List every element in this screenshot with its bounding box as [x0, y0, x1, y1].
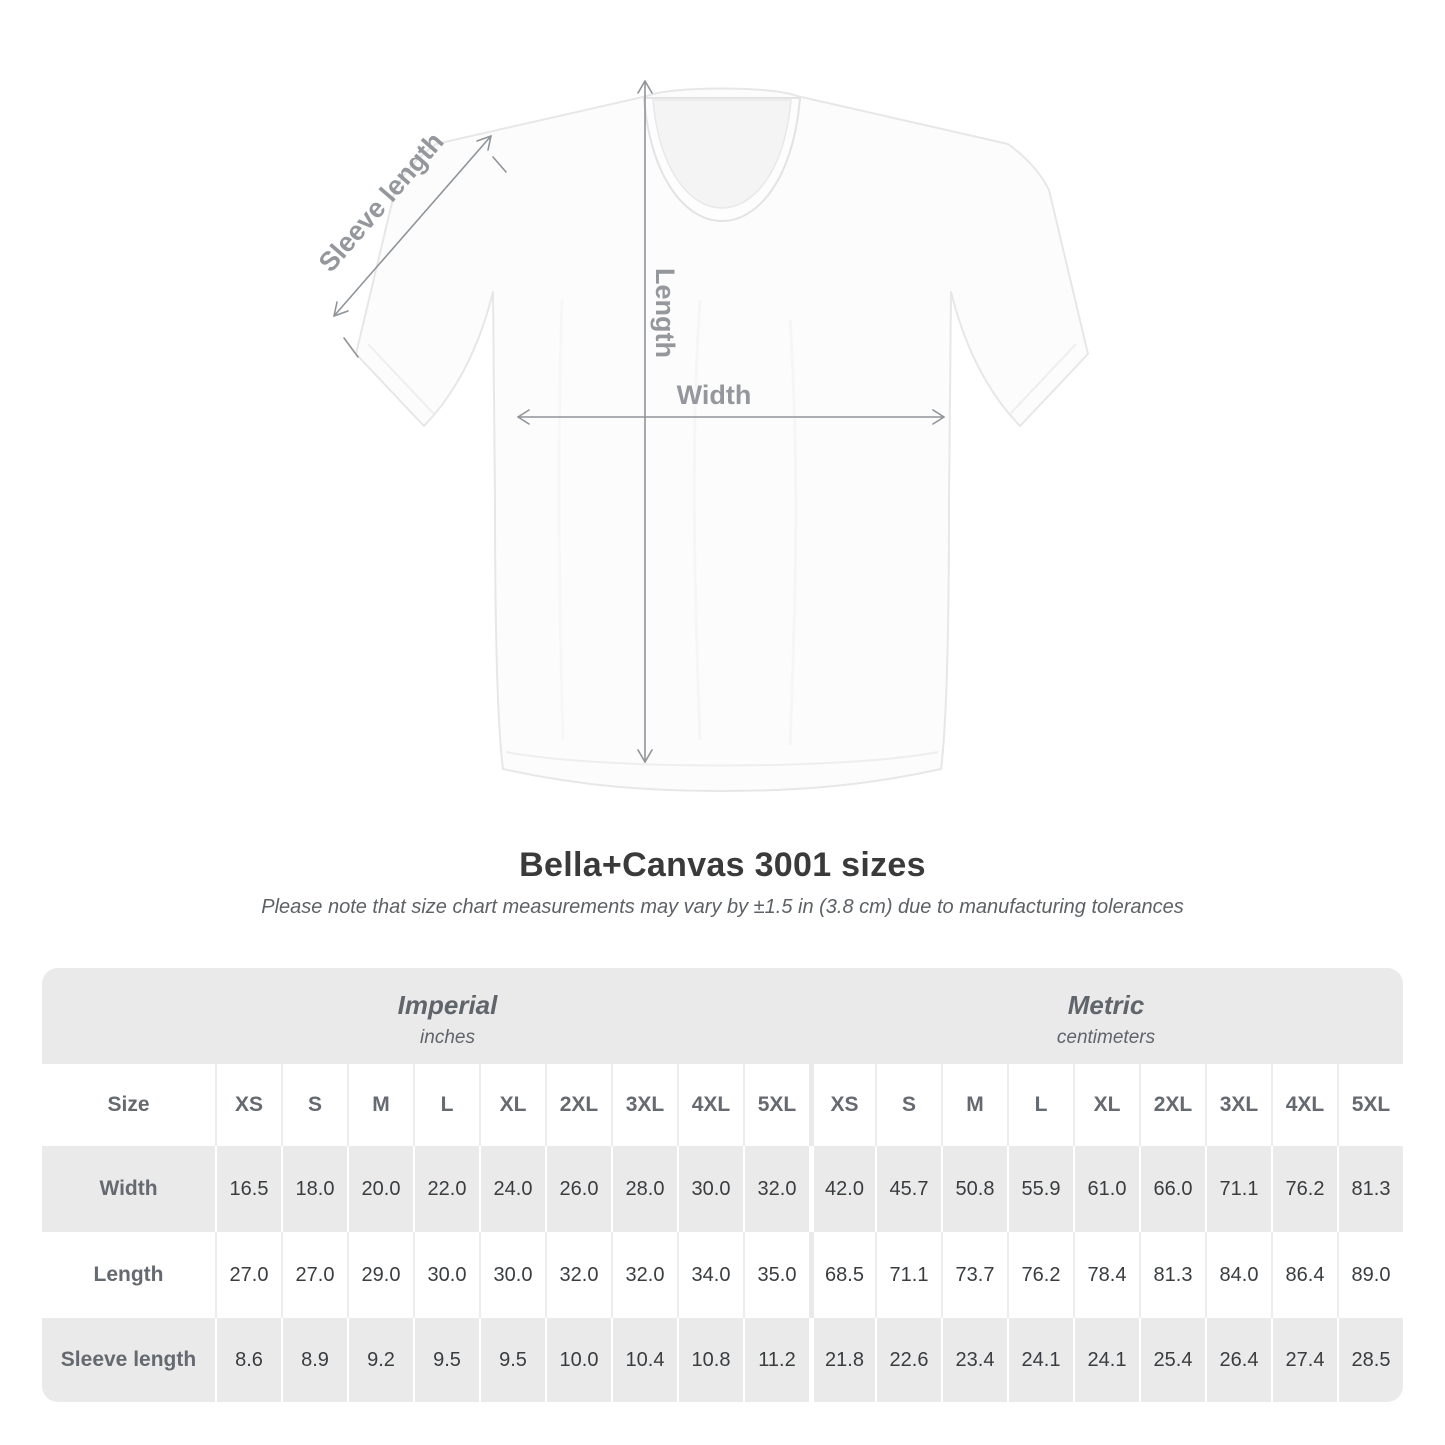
metric-group-header: Metric centimeters: [809, 968, 1403, 1064]
size-row-header: Size: [42, 1064, 215, 1146]
tshirt-image: [355, 87, 1089, 792]
value-cell: 89.0: [1337, 1232, 1403, 1318]
table-row-sleeve-length: Sleeve length 8.6 8.9 9.2 9.5 9.5 10.0 1…: [42, 1318, 1403, 1402]
value-cell: 73.7: [941, 1232, 1007, 1318]
table-row-width: Width 16.5 18.0 20.0 22.0 24.0 26.0 28.0…: [42, 1146, 1403, 1232]
size-col-header: 3XL: [611, 1064, 677, 1146]
table-row-length: Length 27.0 27.0 29.0 30.0 30.0 32.0 32.…: [42, 1232, 1403, 1318]
length-label: Length: [650, 268, 680, 358]
size-col-header: XL: [479, 1064, 545, 1146]
metric-unit: centimeters: [1056, 1026, 1156, 1048]
size-header-row: Size XS S M L XL 2XL 3XL 4XL 5XL XS S M …: [42, 1064, 1403, 1146]
value-cell: 32.0: [611, 1232, 677, 1318]
value-cell: 81.3: [1139, 1232, 1205, 1318]
value-cell: 30.0: [413, 1232, 479, 1318]
length-arrow: [637, 80, 653, 763]
row-label: Width: [42, 1146, 215, 1232]
size-col-header: M: [941, 1064, 1007, 1146]
tshirt-measurement-diagram: Sleeve length Length Width: [313, 80, 1089, 792]
value-cell: 9.5: [413, 1318, 479, 1402]
value-cell: 18.0: [281, 1146, 347, 1232]
value-cell: 68.5: [809, 1232, 875, 1318]
value-cell: 35.0: [743, 1232, 809, 1318]
value-cell: 76.2: [1271, 1146, 1337, 1232]
value-cell: 86.4: [1271, 1232, 1337, 1318]
size-col-header: 3XL: [1205, 1064, 1271, 1146]
size-col-header: XS: [809, 1064, 875, 1146]
size-col-header: M: [347, 1064, 413, 1146]
value-cell: 9.5: [479, 1318, 545, 1402]
value-cell: 10.4: [611, 1318, 677, 1402]
value-cell: 21.8: [809, 1318, 875, 1402]
width-label: Width: [677, 380, 752, 410]
unit-group-row: Imperial inches Metric centimeters: [42, 968, 1403, 1064]
size-col-header: 2XL: [1139, 1064, 1205, 1146]
value-cell: 24.0: [479, 1146, 545, 1232]
value-cell: 24.1: [1073, 1318, 1139, 1402]
value-cell: 27.0: [281, 1232, 347, 1318]
value-cell: 34.0: [677, 1232, 743, 1318]
value-cell: 16.5: [215, 1146, 281, 1232]
size-col-header: S: [281, 1064, 347, 1146]
value-cell: 66.0: [1139, 1146, 1205, 1232]
value-cell: 27.4: [1271, 1318, 1337, 1402]
size-col-header: 5XL: [743, 1064, 809, 1146]
size-col-header: XL: [1073, 1064, 1139, 1146]
size-col-header: 5XL: [1337, 1064, 1403, 1146]
value-cell: 27.0: [215, 1232, 281, 1318]
value-cell: 28.0: [611, 1146, 677, 1232]
size-col-header: 4XL: [1271, 1064, 1337, 1146]
value-cell: 45.7: [875, 1146, 941, 1232]
sleeve-length-arrow: [333, 135, 507, 358]
value-cell: 78.4: [1073, 1232, 1139, 1318]
size-chart-table: Imperial inches Metric centimeters Size …: [42, 968, 1403, 1402]
size-col-header: XS: [215, 1064, 281, 1146]
value-cell: 24.1: [1007, 1318, 1073, 1402]
imperial-group-header: Imperial inches: [42, 968, 809, 1064]
value-cell: 9.2: [347, 1318, 413, 1402]
value-cell: 42.0: [809, 1146, 875, 1232]
width-arrow: [517, 409, 945, 425]
value-cell: 10.0: [545, 1318, 611, 1402]
value-cell: 84.0: [1205, 1232, 1271, 1318]
value-cell: 23.4: [941, 1318, 1007, 1402]
value-cell: 10.8: [677, 1318, 743, 1402]
value-cell: 32.0: [743, 1146, 809, 1232]
metric-label: Metric: [1067, 990, 1145, 1021]
value-cell: 26.4: [1205, 1318, 1271, 1402]
row-label: Sleeve length: [42, 1318, 215, 1402]
size-col-header: L: [413, 1064, 479, 1146]
value-cell: 11.2: [743, 1318, 809, 1402]
value-cell: 55.9: [1007, 1146, 1073, 1232]
value-cell: 61.0: [1073, 1146, 1139, 1232]
value-cell: 81.3: [1337, 1146, 1403, 1232]
value-cell: 30.0: [479, 1232, 545, 1318]
imperial-label: Imperial: [397, 990, 498, 1021]
value-cell: 22.6: [875, 1318, 941, 1402]
value-cell: 28.5: [1337, 1318, 1403, 1402]
value-cell: 8.9: [281, 1318, 347, 1402]
value-cell: 76.2: [1007, 1232, 1073, 1318]
value-cell: 30.0: [677, 1146, 743, 1232]
collar-inner: [652, 99, 792, 209]
imperial-unit: inches: [420, 1026, 475, 1048]
size-col-header: S: [875, 1064, 941, 1146]
tolerance-note: Please note that size chart measurements…: [261, 896, 1184, 918]
value-cell: 29.0: [347, 1232, 413, 1318]
value-cell: 20.0: [347, 1146, 413, 1232]
value-cell: 71.1: [875, 1232, 941, 1318]
value-cell: 26.0: [545, 1146, 611, 1232]
value-cell: 71.1: [1205, 1146, 1271, 1232]
value-cell: 32.0: [545, 1232, 611, 1318]
value-cell: 50.8: [941, 1146, 1007, 1232]
row-label: Length: [42, 1232, 215, 1318]
size-col-header: 2XL: [545, 1064, 611, 1146]
page-title: Bella+Canvas 3001 sizes: [519, 846, 926, 884]
value-cell: 22.0: [413, 1146, 479, 1232]
size-col-header: L: [1007, 1064, 1073, 1146]
size-col-header: 4XL: [677, 1064, 743, 1146]
value-cell: 25.4: [1139, 1318, 1205, 1402]
value-cell: 8.6: [215, 1318, 281, 1402]
